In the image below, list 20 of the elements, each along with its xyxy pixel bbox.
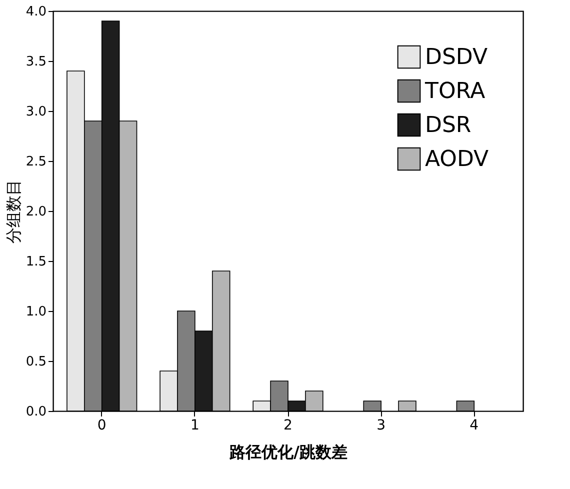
- legend-label: TORA: [424, 79, 486, 104]
- y-tick-label: 2.0: [26, 204, 46, 220]
- x-tick-label: 4: [470, 418, 479, 434]
- y-tick-label: 1.0: [26, 304, 46, 320]
- x-tick-label: 0: [97, 418, 106, 434]
- y-tick-label: 4.0: [26, 4, 46, 20]
- legend-label: DSR: [425, 113, 472, 138]
- x-tick-label: 1: [190, 418, 200, 434]
- y-tick-label: 3.0: [26, 104, 46, 120]
- legend-label: DSDV: [425, 45, 488, 70]
- x-axis-title: 路径优化/跳数差: [228, 442, 348, 462]
- y-tick-label: 2.5: [26, 154, 46, 170]
- y-tick-label: 0.5: [26, 354, 46, 370]
- y-axis-title: 分组数目: [4, 180, 23, 244]
- x-tick-label: 3: [376, 418, 386, 434]
- x-tick-label: 2: [284, 418, 292, 434]
- y-tick-label: 1.5: [26, 254, 46, 270]
- y-tick-label: 0.0: [26, 404, 46, 420]
- y-tick-label: 3.5: [26, 54, 46, 70]
- legend-label: AODV: [425, 147, 489, 172]
